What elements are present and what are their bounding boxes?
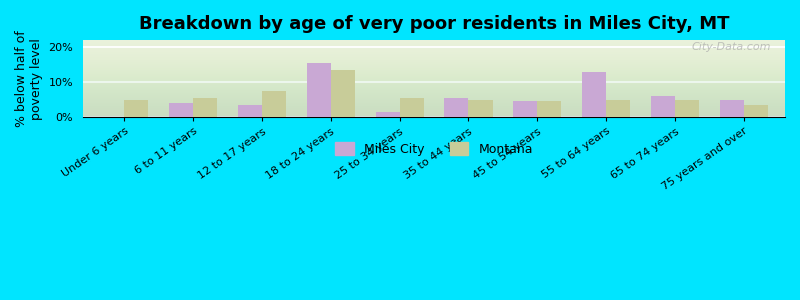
Bar xyxy=(262,91,286,117)
Bar xyxy=(720,100,744,117)
Text: City-Data.com: City-Data.com xyxy=(691,42,771,52)
Bar xyxy=(744,105,768,117)
Bar xyxy=(193,98,218,117)
Bar xyxy=(124,100,149,117)
Bar xyxy=(238,105,262,117)
Bar xyxy=(469,100,493,117)
Bar xyxy=(375,112,400,117)
Bar xyxy=(675,100,699,117)
Bar xyxy=(538,101,562,117)
Bar xyxy=(400,98,424,117)
Title: Breakdown by age of very poor residents in Miles City, MT: Breakdown by age of very poor residents … xyxy=(138,15,730,33)
Bar xyxy=(169,103,193,117)
Bar xyxy=(513,101,538,117)
Bar xyxy=(306,63,330,117)
Bar xyxy=(582,72,606,117)
Bar xyxy=(606,100,630,117)
Legend: Miles City, Montana: Miles City, Montana xyxy=(330,137,538,161)
Bar xyxy=(444,98,469,117)
Bar xyxy=(330,70,355,117)
Y-axis label: % below half of
poverty level: % below half of poverty level xyxy=(15,30,43,127)
Bar xyxy=(650,96,675,117)
